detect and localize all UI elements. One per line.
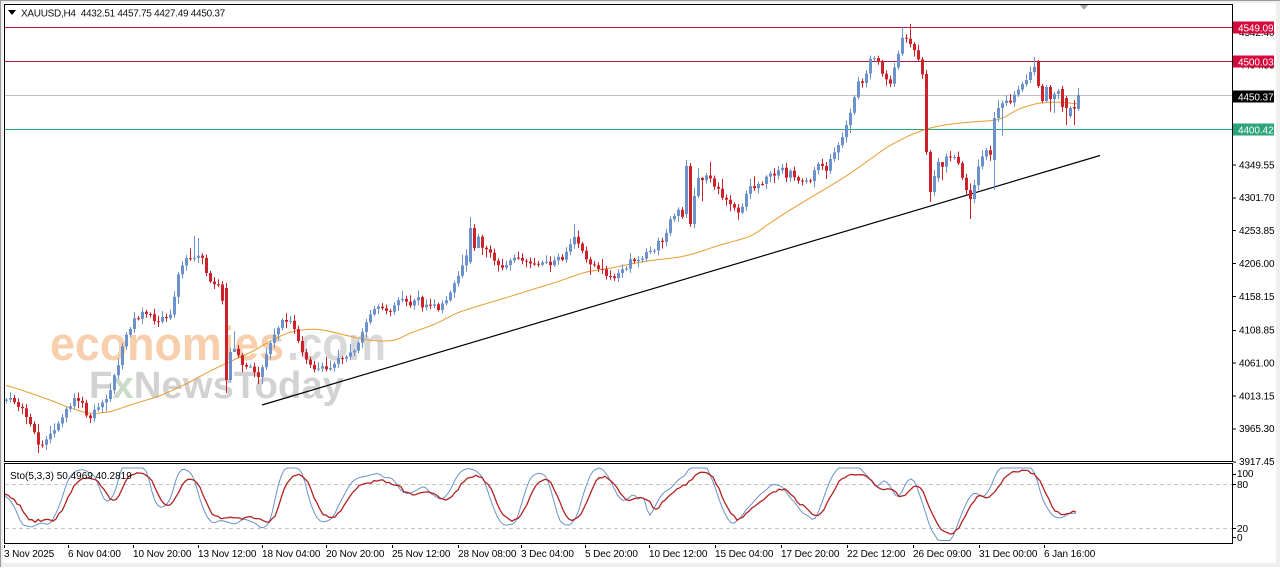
svg-text:Sto(5,3,3) 50.4969 40.2819: Sto(5,3,3) 50.4969 40.2819 xyxy=(10,471,132,482)
svg-text:economies: economies xyxy=(50,317,284,370)
svg-text:0: 0 xyxy=(1237,533,1243,544)
svg-text:4500.03: 4500.03 xyxy=(1238,58,1274,69)
svg-text:3 Nov 2025: 3 Nov 2025 xyxy=(4,549,55,560)
svg-text:3965.30: 3965.30 xyxy=(1239,424,1275,435)
svg-text:10 Nov 20:00: 10 Nov 20:00 xyxy=(133,549,192,560)
svg-text:4206.00: 4206.00 xyxy=(1239,259,1275,270)
svg-text:25 Nov 12:00: 25 Nov 12:00 xyxy=(392,549,451,560)
svg-text:FxNewsToday: FxNewsToday xyxy=(89,365,344,407)
svg-text:3917.45: 3917.45 xyxy=(1239,457,1275,468)
svg-text:100: 100 xyxy=(1237,469,1254,480)
svg-text:6 Nov 04:00: 6 Nov 04:00 xyxy=(68,549,121,560)
svg-text:4400.42: 4400.42 xyxy=(1238,126,1274,137)
svg-text:26 Dec 09:00: 26 Dec 09:00 xyxy=(913,549,972,560)
svg-text:6 Jan 16:00: 6 Jan 16:00 xyxy=(1044,549,1096,560)
svg-text:80: 80 xyxy=(1237,480,1248,491)
svg-text:18 Nov 04:00: 18 Nov 04:00 xyxy=(262,549,321,560)
svg-text:4061.00: 4061.00 xyxy=(1239,359,1275,370)
svg-text:13 Nov 12:00: 13 Nov 12:00 xyxy=(198,549,257,560)
svg-text:31 Dec 00:00: 31 Dec 00:00 xyxy=(979,549,1038,560)
svg-text:4301.70: 4301.70 xyxy=(1239,193,1275,204)
svg-text:28 Nov 08:00: 28 Nov 08:00 xyxy=(458,549,517,560)
svg-text:4108.85: 4108.85 xyxy=(1239,326,1275,337)
svg-text:4549.09: 4549.09 xyxy=(1238,24,1274,35)
svg-text:4158.15: 4158.15 xyxy=(1239,292,1275,303)
svg-text:10 Dec 12:00: 10 Dec 12:00 xyxy=(649,549,708,560)
svg-text:15 Dec 04:00: 15 Dec 04:00 xyxy=(715,549,774,560)
svg-text:20 Nov 20:00: 20 Nov 20:00 xyxy=(326,549,385,560)
svg-text:4253.85: 4253.85 xyxy=(1239,226,1275,237)
svg-text:5 Dec 20:00: 5 Dec 20:00 xyxy=(585,549,638,560)
svg-text:3 Dec 04:00: 3 Dec 04:00 xyxy=(521,549,574,560)
svg-text:4013.15: 4013.15 xyxy=(1239,391,1275,402)
svg-text:20: 20 xyxy=(1237,524,1248,535)
svg-text:XAUUSD,H4 4432.51 4457.75 442: XAUUSD,H4 4432.51 4457.75 4427.49 4450.3… xyxy=(21,9,226,20)
svg-text:4349.55: 4349.55 xyxy=(1239,160,1275,171)
svg-text:22 Dec 12:00: 22 Dec 12:00 xyxy=(847,549,906,560)
svg-text:17 Dec 20:00: 17 Dec 20:00 xyxy=(781,549,840,560)
svg-text:4450.37: 4450.37 xyxy=(1238,93,1274,104)
